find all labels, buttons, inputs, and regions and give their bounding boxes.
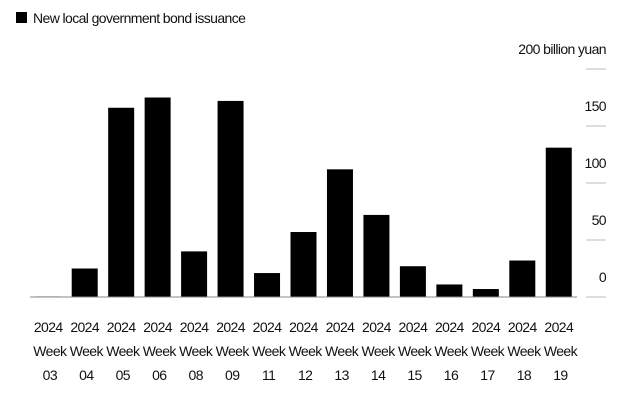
bar — [71, 268, 98, 297]
y-tick-label: 0 — [599, 269, 607, 285]
bar — [545, 147, 572, 297]
bar — [363, 214, 390, 297]
bar — [144, 97, 171, 297]
bar — [181, 251, 208, 297]
x-tick-label: 2024 Week 14 — [358, 319, 396, 383]
bar — [472, 289, 499, 297]
x-tick-label: 2024 Week 08 — [176, 319, 214, 383]
bar — [399, 266, 426, 297]
x-tick-label: 2024 Week 06 — [139, 319, 177, 383]
bar — [509, 260, 536, 297]
x-tick-label: 2024 Week 13 — [322, 319, 360, 383]
x-tick-label: 2024 Week 03 — [30, 319, 68, 383]
bar — [326, 169, 353, 297]
y-tick-label: 50 — [592, 212, 607, 228]
x-tick-label: 2024 Week 16 — [431, 319, 469, 383]
x-tick-label: 2024 Week 19 — [541, 319, 579, 383]
bar — [217, 100, 244, 297]
bar — [436, 284, 463, 297]
x-tick-label: 2024 Week 09 — [212, 319, 250, 383]
x-tick-label: 2024 Week 04 — [66, 319, 104, 383]
x-tick-label: 2024 Week 12 — [285, 319, 323, 383]
legend-label: New local government bond issuance — [33, 10, 246, 26]
x-tick-label: 2024 Week 17 — [468, 319, 506, 383]
bar — [108, 107, 135, 297]
x-tick-label: 2024 Week 11 — [249, 319, 287, 383]
bar — [290, 232, 317, 297]
legend-swatch — [16, 12, 27, 23]
x-tick-label: 2024 Week 05 — [103, 319, 141, 383]
x-tick-label: 2024 Week 18 — [504, 319, 542, 383]
x-tick-label: 2024 Week 15 — [395, 319, 433, 383]
bar — [254, 273, 281, 297]
y-tick-label: 100 — [584, 155, 606, 171]
y-tick-label: 200 billion yuan — [518, 41, 606, 57]
y-tick-label: 150 — [584, 98, 606, 114]
